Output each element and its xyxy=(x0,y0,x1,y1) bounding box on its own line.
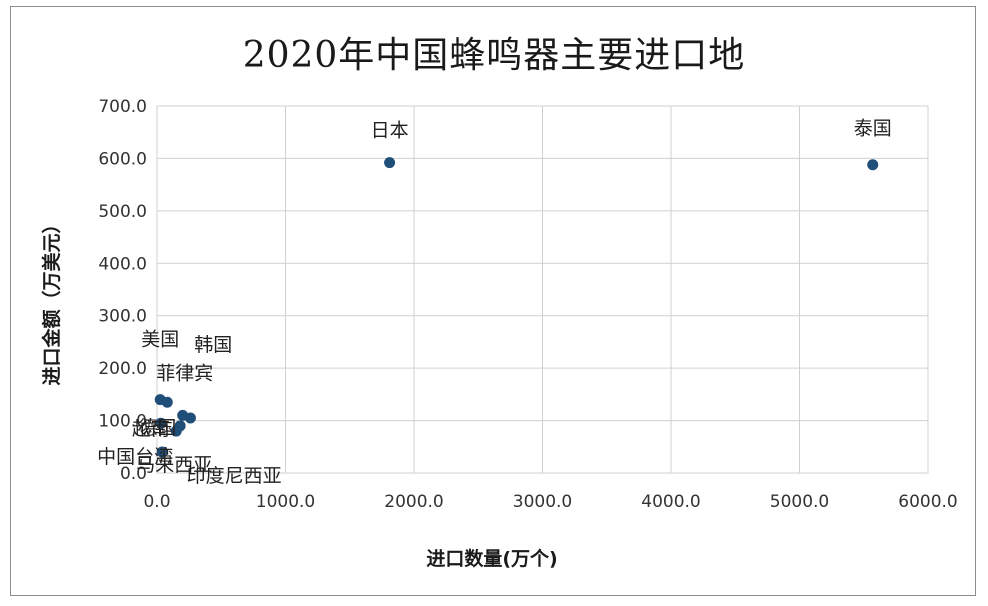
y-tick-label: 0.0 xyxy=(120,464,147,484)
y-tick-label: 400.0 xyxy=(98,254,147,274)
point-label: 中国台湾 xyxy=(97,446,173,468)
data-point xyxy=(161,396,173,408)
chart-title: 2020年中国蜂鸣器主要进口地 xyxy=(242,35,746,76)
data-point xyxy=(867,159,879,171)
y-tick-label: 700.0 xyxy=(98,97,147,117)
point-label: 韩国 xyxy=(194,334,232,356)
grid-lines xyxy=(156,105,929,474)
point-label: 菲律宾 xyxy=(156,362,213,384)
x-tick-label: 0.0 xyxy=(143,492,170,512)
x-tick-label: 5000.0 xyxy=(770,492,829,512)
y-axis-title: 进口金额（万美元） xyxy=(40,214,63,385)
point-label: 美国 xyxy=(141,329,179,351)
point-label: 德国 xyxy=(138,417,176,439)
y-axis-ticks: 0.0 100.0 200.0 300.0 400.0 500.0 600.0 700.0 xyxy=(98,97,147,484)
x-tick-label: 3000.0 xyxy=(513,492,572,512)
point-label: 越南 xyxy=(132,418,170,440)
y-tick-label: 200.0 xyxy=(98,359,147,379)
x-tick-label: 4000.0 xyxy=(641,492,700,512)
data-point xyxy=(156,446,168,458)
x-axis-ticks: 0.0 1000.0 2000.0 3000.0 4000.0 5000.0 6000.0 xyxy=(143,492,957,512)
x-axis-title: 进口数量(万个) xyxy=(426,547,557,570)
data-point xyxy=(155,417,167,429)
x-tick-label: 2000.0 xyxy=(384,492,443,512)
point-label: 日本 xyxy=(371,120,409,142)
point-label: 印度尼西亚 xyxy=(187,465,282,487)
x-tick-label: 6000.0 xyxy=(898,492,957,512)
y-tick-label: 300.0 xyxy=(98,307,147,327)
y-tick-label: 100.0 xyxy=(98,412,147,432)
y-tick-label: 500.0 xyxy=(98,202,147,222)
chart-frame xyxy=(10,6,976,596)
data-point xyxy=(184,412,196,424)
x-tick-label: 1000.0 xyxy=(256,492,315,512)
data-point xyxy=(170,425,182,437)
point-label: 泰国 xyxy=(854,118,892,140)
data-points xyxy=(154,157,879,458)
point-label: 马来西亚 xyxy=(136,454,212,476)
y-tick-label: 600.0 xyxy=(98,149,147,169)
data-point xyxy=(384,157,396,169)
